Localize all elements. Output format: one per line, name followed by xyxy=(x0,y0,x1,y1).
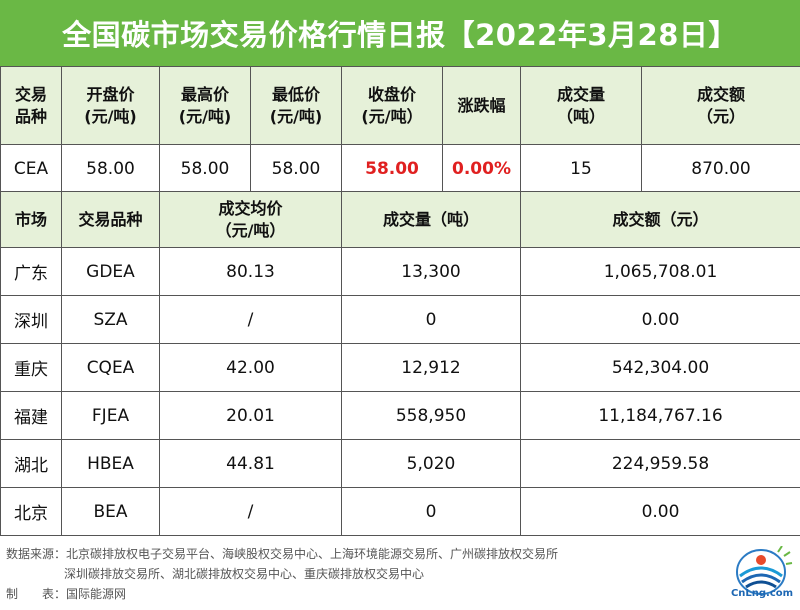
volume-cell: 0 xyxy=(341,487,521,536)
header-product: 交易品种 xyxy=(0,66,62,145)
cea-change: 0.00% xyxy=(442,144,521,193)
regional-table: 市场 交易品种 成交均价 （元/吨） 成交量（吨） 成交额（元） 广东 GDEA … xyxy=(0,191,800,536)
turnover-cell: 542,304.00 xyxy=(520,343,800,392)
cea-table: 交易 品种 开盘价 (元/吨) 最高价 (元/吨) 最低价 (元/吨) 收盘价 (元/吨）… xyxy=(0,66,800,193)
avg-price-cell: 44.81 xyxy=(159,439,342,488)
turnover-cell: 1,065,708.01 xyxy=(520,247,800,296)
logo-text: CnLng.com xyxy=(730,588,794,599)
header-turnover: 成交额（元） xyxy=(520,191,800,248)
product-cell: SZA xyxy=(61,295,160,344)
cea-close: 58.00 xyxy=(341,144,443,193)
avg-price-cell: 80.13 xyxy=(159,247,342,296)
market-cell: 北京 xyxy=(0,487,62,536)
product-cell: BEA xyxy=(61,487,160,536)
cnlng-logo-icon xyxy=(736,546,793,595)
source-line-2: 深圳碳排放交易所、湖北碳排放权交易中心、重庆碳排放权交易中心 xyxy=(64,567,425,581)
table-row: CEA 58.00 58.00 58.00 58.00 0.00% 15 870… xyxy=(0,144,800,193)
avg-price-cell: 42.00 xyxy=(159,343,342,392)
header-open: 开盘价 (元/吨) xyxy=(61,66,160,145)
table-row: 北京 BEA / 0 0.00 xyxy=(0,487,800,536)
product-cell: FJEA xyxy=(61,391,160,440)
cea-open: 58.00 xyxy=(61,144,160,193)
header-change: 涨跌幅 xyxy=(442,66,521,145)
volume-cell: 13,300 xyxy=(341,247,521,296)
source-line-1: 数据来源：北京碳排放权电子交易平台、海峡股权交易中心、上海环境能源交易所、广州碳… xyxy=(6,547,559,561)
table-row: 广东 GDEA 80.13 13,300 1,065,708.01 xyxy=(0,247,800,296)
market-cell: 广东 xyxy=(0,247,62,296)
product-cell: CQEA xyxy=(61,343,160,392)
market-cell: 福建 xyxy=(0,391,62,440)
header-market: 市场 xyxy=(0,191,62,248)
header-low: 最低价 (元/吨) xyxy=(250,66,342,145)
header-volume: 成交量（吨） xyxy=(520,66,642,145)
cea-turnover: 870.00 xyxy=(641,144,800,193)
turnover-cell: 11,184,767.16 xyxy=(520,391,800,440)
table-row: 福建 FJEA 20.01 558,950 11,184,767.16 xyxy=(0,391,800,440)
cea-volume: 15 xyxy=(520,144,642,193)
market-cell: 湖北 xyxy=(0,439,62,488)
maker-line: 制 表：国际能源网 xyxy=(6,587,127,601)
avg-price-cell: / xyxy=(159,295,342,344)
avg-price-cell: 20.01 xyxy=(159,391,342,440)
page-title: 全国碳市场交易价格行情日报【2022年3月28日】 xyxy=(0,0,800,66)
volume-cell: 558,950 xyxy=(341,391,521,440)
header-turnover: 成交额（元） xyxy=(641,66,800,145)
header-avg-price: 成交均价 （元/吨） xyxy=(159,191,342,248)
cea-header-row: 交易 品种 开盘价 (元/吨) 最高价 (元/吨) 最低价 (元/吨) 收盘价 (元/吨）… xyxy=(0,66,800,145)
turnover-cell: 0.00 xyxy=(520,487,800,536)
table-row: 深圳 SZA / 0 0.00 xyxy=(0,295,800,344)
product-cell: GDEA xyxy=(61,247,160,296)
market-cell: 重庆 xyxy=(0,343,62,392)
table-row: 湖北 HBEA 44.81 5,020 224,959.58 xyxy=(0,439,800,488)
turnover-cell: 0.00 xyxy=(520,295,800,344)
volume-cell: 12,912 xyxy=(341,343,521,392)
header-product: 交易品种 xyxy=(61,191,160,248)
volume-cell: 0 xyxy=(341,295,521,344)
header-volume: 成交量（吨） xyxy=(341,191,521,248)
turnover-cell: 224,959.58 xyxy=(520,439,800,488)
header-high: 最高价 (元/吨) xyxy=(159,66,251,145)
cea-high: 58.00 xyxy=(159,144,251,193)
cea-low: 58.00 xyxy=(250,144,342,193)
volume-cell: 5,020 xyxy=(341,439,521,488)
avg-price-cell: / xyxy=(159,487,342,536)
product-cell: HBEA xyxy=(61,439,160,488)
header-close: 收盘价 (元/吨） xyxy=(341,66,443,145)
market-cell: 深圳 xyxy=(0,295,62,344)
cea-product: CEA xyxy=(0,144,62,193)
table-row: 重庆 CQEA 42.00 12,912 542,304.00 xyxy=(0,343,800,392)
regional-header-row: 市场 交易品种 成交均价 （元/吨） 成交量（吨） 成交额（元） xyxy=(0,191,800,248)
footer: 数据来源：北京碳排放权电子交易平台、海峡股权交易中心、上海环境能源交易所、广州碳… xyxy=(6,544,706,604)
